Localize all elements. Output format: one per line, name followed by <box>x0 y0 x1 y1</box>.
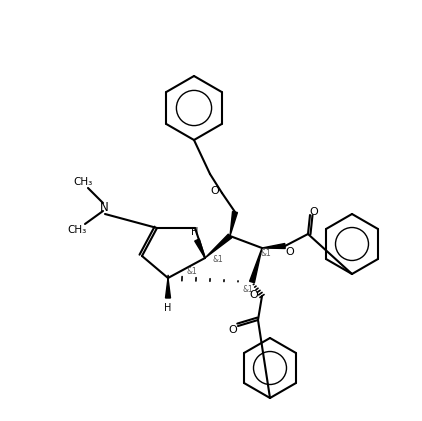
Text: &1: &1 <box>187 267 197 277</box>
Polygon shape <box>262 243 285 248</box>
Polygon shape <box>205 234 232 258</box>
Text: &1: &1 <box>261 250 271 258</box>
Polygon shape <box>165 278 170 298</box>
Text: H: H <box>191 227 199 237</box>
Text: H: H <box>164 303 172 313</box>
Text: O: O <box>310 207 318 217</box>
Polygon shape <box>230 211 238 236</box>
Text: N: N <box>100 200 108 213</box>
Polygon shape <box>195 239 205 258</box>
Text: O: O <box>250 290 258 300</box>
Text: O: O <box>211 186 219 196</box>
Text: CH₃: CH₃ <box>73 177 92 187</box>
Polygon shape <box>249 248 262 283</box>
Text: &1: &1 <box>213 256 223 264</box>
Text: &1: &1 <box>243 285 253 295</box>
Text: O: O <box>229 325 238 335</box>
Text: CH₃: CH₃ <box>68 225 87 235</box>
Text: O: O <box>286 247 295 257</box>
